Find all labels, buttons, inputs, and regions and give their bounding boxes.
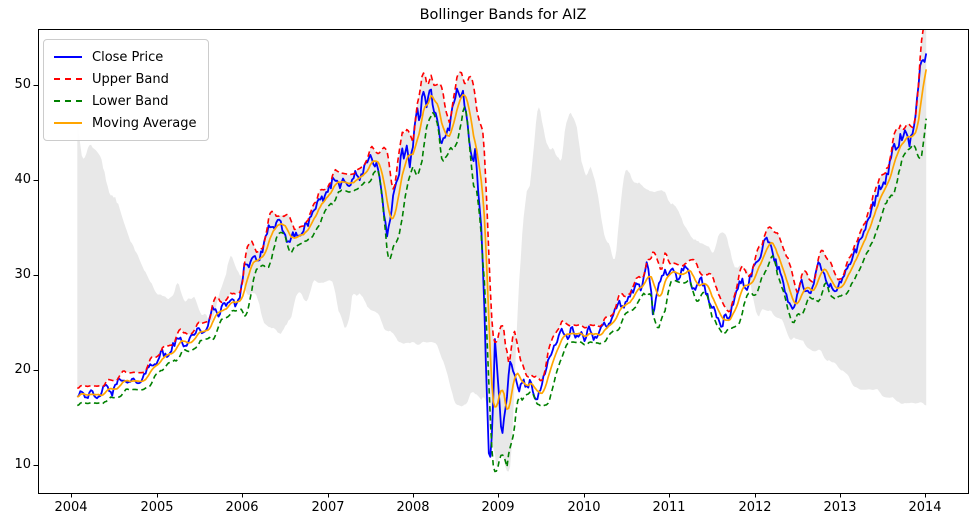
x-tick-label-2006: 2006	[225, 500, 259, 515]
close-price-line	[76, 53, 928, 458]
y-tick-label-10: 10	[14, 457, 31, 472]
close-price-line-sample	[54, 56, 82, 58]
moving-average-line	[76, 69, 928, 410]
axes-frame	[38, 29, 969, 494]
x-tick-label-2007: 2007	[311, 500, 345, 515]
legend-item-close-price: Close Price	[54, 46, 208, 68]
x-tick-label-2013: 2013	[823, 500, 857, 515]
moving-average-line-sample	[54, 122, 82, 124]
x-tick-label-2014: 2014	[908, 500, 942, 515]
x-tick-label-2009: 2009	[481, 500, 515, 515]
legend-item-lower-band: Lower Band	[54, 90, 208, 112]
y-tick-label-40: 40	[14, 172, 31, 187]
y-tick-label-50: 50	[14, 77, 31, 92]
x-tick-label-2011: 2011	[652, 500, 686, 515]
y-tick-label-30: 30	[14, 267, 31, 282]
upper-band-line	[77, 29, 925, 390]
legend-label: Upper Band	[92, 71, 169, 87]
legend[interactable]: Close Price Upper Band Lower Band Moving…	[43, 39, 209, 141]
legend-label: Moving Average	[92, 115, 197, 131]
x-tick-label-2008: 2008	[396, 500, 430, 515]
x-tick-label-2010: 2010	[567, 500, 601, 515]
lower-band-line	[77, 106, 927, 473]
x-tick-label-2004: 2004	[54, 500, 88, 515]
legend-label: Close Price	[92, 49, 164, 65]
x-tick-label-2012: 2012	[738, 500, 772, 515]
legend-item-upper-band: Upper Band	[54, 68, 208, 90]
lower-band-line-sample	[54, 100, 82, 102]
band-fill-area	[77, 29, 927, 472]
legend-item-moving-average: Moving Average	[54, 112, 208, 134]
legend-label: Lower Band	[92, 93, 169, 109]
y-tick-label-20: 20	[14, 362, 31, 377]
upper-band-line-sample	[54, 78, 82, 80]
x-tick-label-2005: 2005	[140, 500, 174, 515]
chart-title: Bollinger Bands for AIZ	[419, 7, 587, 23]
